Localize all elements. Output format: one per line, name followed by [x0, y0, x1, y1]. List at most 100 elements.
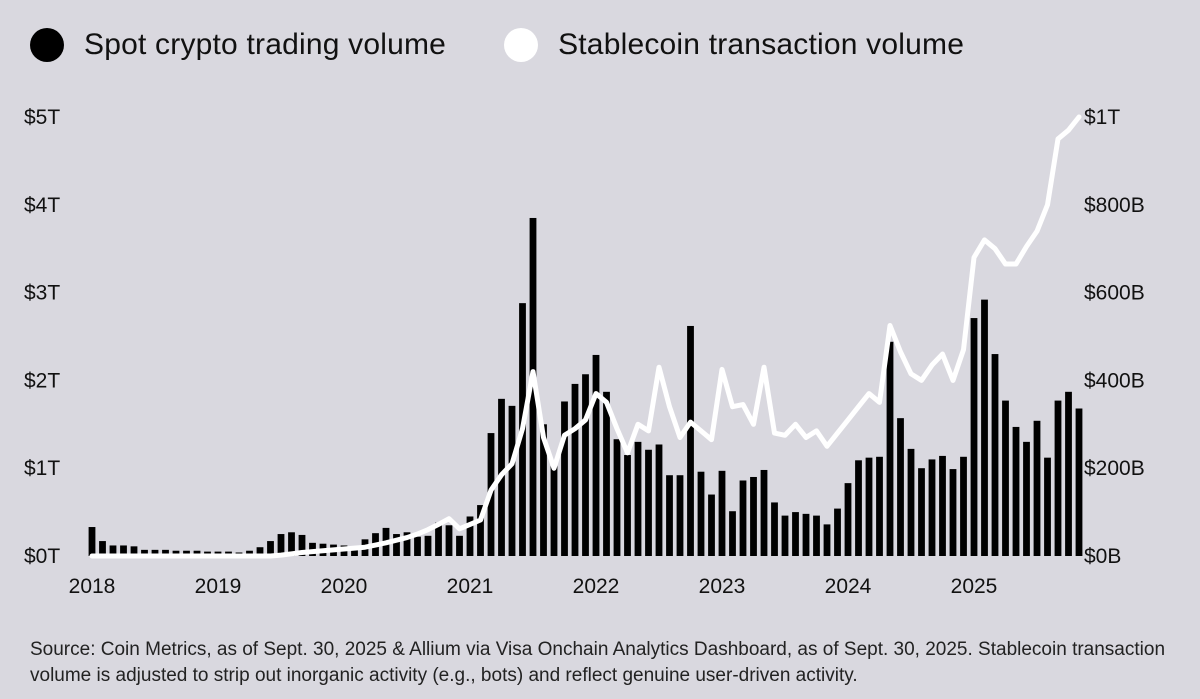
spot-volume-bar	[1012, 426, 1020, 556]
legend-label-stablecoin: Stablecoin transaction volume	[558, 28, 965, 61]
spot-volume-bar	[456, 535, 463, 556]
spot-volume-bar	[708, 494, 715, 556]
right-axis-tick-label: $400B	[1084, 369, 1145, 392]
spot-volume-bar	[613, 439, 621, 556]
spot-volume-bar	[802, 513, 810, 556]
spot-volume-bar	[624, 455, 631, 556]
spot-volume-bar	[162, 549, 169, 556]
spot-volume-bar	[970, 318, 978, 556]
spot-volume-bar	[99, 541, 106, 556]
spot-volume-bar	[1002, 400, 1009, 556]
legend: Spot crypto trading volume Stablecoin tr…	[30, 28, 1022, 62]
x-axis-tick-label: 2023	[699, 575, 746, 598]
right-axis-tick-label: $1T	[1084, 106, 1120, 129]
spot-volume-bar	[886, 341, 894, 556]
spot-volume-bar	[393, 534, 400, 556]
stablecoin-volume-line	[89, 114, 1082, 559]
spot-volume-bar	[571, 383, 579, 556]
spot-volume-bar	[823, 524, 831, 556]
spot-volume-bar	[771, 502, 778, 556]
spot-volume-bar	[193, 550, 201, 556]
spot-volume-bar	[603, 391, 610, 556]
x-axis-tick-label: 2019	[195, 575, 242, 598]
stablecoin-volume-line-layer	[89, 114, 1082, 559]
spot-volume-bar	[907, 448, 915, 556]
spot-volume-bar	[729, 511, 736, 556]
spot-volume-bar	[781, 515, 789, 556]
spot-volume-bar	[561, 401, 568, 556]
spot-volume-bar	[949, 469, 957, 556]
left-axis-tick-label: $5T	[24, 106, 60, 129]
spot-volume-bar	[1065, 391, 1072, 556]
spot-volume-bar	[141, 549, 148, 556]
spot-volume-bar	[655, 444, 663, 556]
stablecoin-volume-legend-swatch	[504, 28, 539, 62]
legend-item-stablecoin[interactable]: Stablecoin transaction volume	[504, 28, 964, 62]
right-axis-tick-label: $200B	[1084, 457, 1145, 480]
x-axis-tick-label: 2024	[825, 575, 872, 598]
spot-volume-bar	[256, 547, 264, 556]
spot-volume-bar	[424, 535, 432, 556]
right-axis-tick-label: $800B	[1084, 194, 1145, 217]
spot-volume-bar	[897, 418, 904, 556]
x-axis-tick-label: 2025	[951, 575, 998, 598]
left-axis-ticks: $0T $1T $2T $3T $4T $5T	[24, 106, 60, 568]
spot-volume-bar	[277, 534, 285, 556]
spot-volume-bar	[540, 424, 547, 556]
spot-volume-bar	[151, 549, 159, 556]
spot-volume-bar	[634, 441, 642, 556]
spot-volume-bar	[645, 449, 652, 556]
legend-label-spot: Spot crypto trading volume	[84, 28, 447, 61]
spot-volume-bar	[1044, 457, 1051, 556]
x-axis-ticks: 2018 2019 2020 2021 2022 2023 2024 2025	[69, 575, 998, 598]
spot-volume-bar	[1023, 441, 1030, 556]
right-axis-ticks: $0B $200B $400B $600B $800B $1T	[1084, 106, 1145, 568]
spot-volume-bar	[130, 546, 138, 556]
spot-volume-bar	[960, 456, 967, 556]
right-axis-tick-label: $600B	[1084, 282, 1145, 305]
spot-volume-bar	[288, 532, 295, 556]
spot-volume-bar	[582, 374, 589, 556]
spot-volume-bar	[981, 299, 988, 556]
spot-volume-bar	[109, 545, 117, 556]
spot-volume-bar	[267, 541, 274, 556]
spot-volume-bar	[676, 475, 684, 556]
spot-volume-bar	[172, 550, 180, 556]
spot-volume-bar	[414, 536, 421, 556]
spot-volume-bar	[477, 505, 484, 556]
left-axis-tick-label: $2T	[24, 369, 60, 392]
spot-volume-bar	[991, 354, 999, 556]
spot-volume-bar	[687, 325, 694, 556]
spot-volume-bar	[550, 463, 558, 556]
left-axis-tick-label: $4T	[24, 194, 60, 217]
spot-volume-bar	[592, 354, 600, 556]
spot-volume-bar	[183, 550, 190, 556]
x-axis-tick-label: 2018	[69, 575, 116, 598]
spot-volume-bar	[403, 532, 411, 556]
spot-volume-bar	[351, 546, 358, 556]
spot-volume-bar	[666, 475, 673, 556]
source-note: Source: Coin Metrics, as of Sept. 30, 20…	[30, 639, 1166, 686]
spot-volume-bar	[876, 456, 883, 556]
spot-volume-bar	[1054, 400, 1062, 556]
spot-volume-bar	[88, 527, 96, 556]
spot-volume-bar	[918, 468, 925, 556]
x-axis-tick-label: 2020	[321, 575, 368, 598]
spot-volume-bar	[834, 508, 841, 556]
spot-volume-bar	[298, 534, 306, 556]
left-axis-tick-label: $0T	[24, 545, 60, 568]
spot-volume-bar	[760, 469, 768, 556]
spot-volume-legend-swatch	[30, 28, 64, 62]
spot-volume-bar	[466, 516, 474, 556]
spot-volume-bar	[1075, 408, 1083, 556]
spot-volume-bar	[508, 405, 516, 556]
spot-volume-bar	[435, 522, 442, 556]
spot-volume-bar	[750, 476, 757, 556]
spot-volume-bar	[792, 512, 799, 556]
spot-volume-bars	[88, 217, 1083, 556]
spot-volume-bar	[1033, 420, 1041, 556]
spot-volume-bar	[697, 471, 705, 556]
x-axis-tick-label: 2022	[573, 575, 620, 598]
legend-item-spot[interactable]: Spot crypto trading volume	[30, 28, 446, 62]
